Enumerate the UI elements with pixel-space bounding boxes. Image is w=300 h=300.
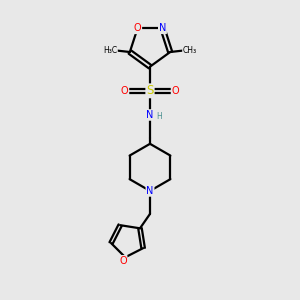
Text: O: O [121,86,128,96]
Text: S: S [146,84,154,97]
Text: H₃C: H₃C [103,46,117,55]
Text: N: N [146,110,154,120]
Text: H: H [157,112,162,121]
Text: CH₃: CH₃ [183,46,197,55]
Text: N: N [159,23,166,33]
Text: N: N [146,186,154,196]
Text: O: O [134,23,141,33]
Text: O: O [119,256,127,266]
Text: O: O [172,86,179,96]
